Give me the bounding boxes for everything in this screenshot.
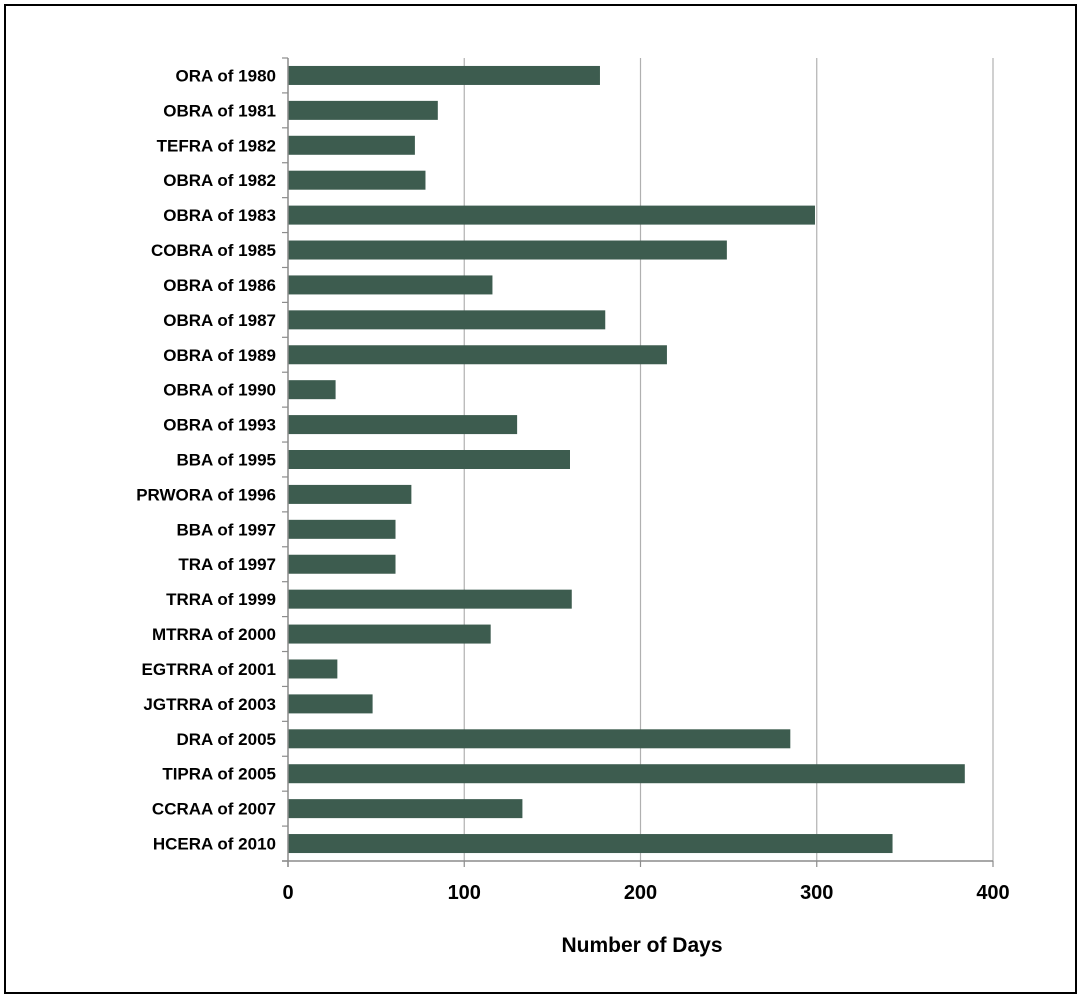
axes <box>282 57 994 867</box>
category-label: HCERA of 2010 <box>153 835 276 854</box>
bar <box>288 834 893 854</box>
bar <box>288 65 600 85</box>
x-tick-label: 400 <box>976 882 1009 904</box>
category-label: PRWORA of 1996 <box>136 485 276 504</box>
bar <box>288 345 667 365</box>
bar <box>288 275 493 295</box>
bar <box>288 205 815 225</box>
x-tick-label: 300 <box>800 882 833 904</box>
category-label: TRRA of 1999 <box>166 590 276 609</box>
bar <box>288 694 373 714</box>
category-label: OBRA of 1993 <box>163 416 276 435</box>
bar <box>288 100 438 120</box>
category-label: TIPRA of 2005 <box>162 765 276 784</box>
category-label: JGTRRA of 2003 <box>143 695 276 714</box>
bar <box>288 380 336 400</box>
bar <box>288 729 791 749</box>
bars <box>288 65 965 854</box>
category-label: BBA of 1997 <box>176 520 276 539</box>
category-label: CCRAA of 2007 <box>152 800 276 819</box>
bar <box>288 310 606 330</box>
category-label: OBRA of 1987 <box>163 311 276 330</box>
category-label: ORA of 1980 <box>176 66 276 85</box>
bar <box>288 170 426 190</box>
category-label: TRA of 1997 <box>178 555 276 574</box>
category-label: OBRA of 1986 <box>163 276 276 295</box>
bar <box>288 659 338 679</box>
category-label: DRA of 2005 <box>176 730 276 749</box>
category-label: EGTRRA of 2001 <box>142 660 276 679</box>
bar <box>288 135 415 155</box>
x-tick-label: 200 <box>624 882 657 904</box>
bar <box>288 484 412 504</box>
bar <box>288 240 727 260</box>
category-label: BBA of 1995 <box>176 451 276 470</box>
bar <box>288 764 965 784</box>
bar <box>288 799 523 819</box>
category-label: OBRA of 1989 <box>163 346 276 365</box>
category-label: MTRRA of 2000 <box>152 625 276 644</box>
x-tick-label: 100 <box>448 882 481 904</box>
category-label: OBRA of 1981 <box>163 101 276 120</box>
bar <box>288 554 396 574</box>
category-labels: ORA of 1980 OBRA of 1981 TEFRA of 1982 OBRA… <box>136 66 276 853</box>
x-axis-title: Number of Days <box>561 934 722 957</box>
bar <box>288 589 572 609</box>
category-label: TEFRA of 1982 <box>157 136 276 155</box>
category-label: OBRA of 1982 <box>163 171 276 190</box>
category-label: OBRA of 1990 <box>163 381 276 400</box>
chart-frame <box>4 4 1077 994</box>
bar <box>288 624 491 644</box>
x-tick-label: 0 <box>282 882 293 904</box>
bar <box>288 450 570 469</box>
bar <box>288 415 518 435</box>
x-tick-labels: 0 100 200 300 400 <box>282 882 1009 904</box>
category-label: COBRA of 1985 <box>151 241 276 260</box>
category-label: OBRA of 1983 <box>163 206 276 225</box>
bar <box>288 519 396 539</box>
